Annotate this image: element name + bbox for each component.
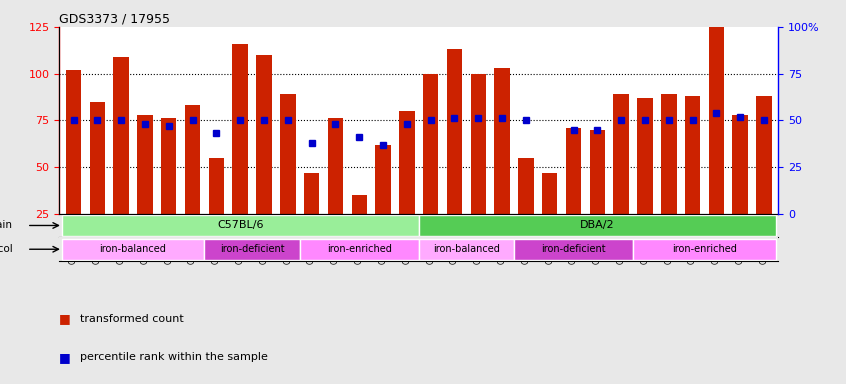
Bar	[637, 98, 653, 260]
Text: iron-deficient: iron-deficient	[541, 244, 606, 254]
Bar	[233, 44, 248, 260]
Bar	[209, 157, 224, 260]
Bar	[399, 111, 415, 260]
Bar	[633, 238, 776, 260]
Text: C57BL/6: C57BL/6	[217, 220, 263, 230]
Text: protocol: protocol	[0, 244, 13, 254]
Text: iron-enriched: iron-enriched	[672, 244, 737, 254]
Bar	[756, 96, 772, 260]
Bar	[419, 238, 514, 260]
Bar	[205, 238, 299, 260]
Bar	[613, 94, 629, 260]
Bar	[184, 105, 201, 260]
Bar	[542, 172, 558, 260]
Text: iron-balanced: iron-balanced	[433, 244, 500, 254]
Bar	[62, 215, 419, 236]
Bar	[566, 128, 581, 260]
Bar	[661, 94, 677, 260]
Bar	[299, 238, 419, 260]
Text: iron-deficient: iron-deficient	[220, 244, 284, 254]
Text: DBA/2: DBA/2	[580, 220, 615, 230]
Bar	[494, 68, 510, 260]
Text: iron-enriched: iron-enriched	[327, 244, 392, 254]
Bar	[376, 144, 391, 260]
Text: strain: strain	[0, 220, 13, 230]
Bar	[733, 115, 748, 260]
Bar	[327, 118, 343, 260]
Bar	[62, 238, 205, 260]
Bar	[137, 115, 152, 260]
Text: percentile rank within the sample: percentile rank within the sample	[80, 352, 268, 362]
Text: ■: ■	[59, 312, 71, 325]
Bar	[685, 96, 700, 260]
Bar	[519, 157, 534, 260]
Bar	[304, 172, 319, 260]
Bar	[161, 118, 177, 260]
Text: iron-balanced: iron-balanced	[100, 244, 167, 254]
Bar	[709, 25, 724, 260]
Text: ■: ■	[59, 351, 71, 364]
Text: GDS3373 / 17955: GDS3373 / 17955	[59, 13, 170, 26]
Bar	[470, 74, 486, 260]
Bar	[280, 94, 295, 260]
Bar	[351, 195, 367, 260]
Bar	[514, 238, 633, 260]
Bar	[113, 57, 129, 260]
Bar	[256, 55, 272, 260]
Text: transformed count: transformed count	[80, 314, 184, 324]
Bar	[90, 101, 105, 260]
Bar	[423, 74, 438, 260]
Bar	[590, 129, 605, 260]
Bar	[419, 215, 776, 236]
Bar	[66, 70, 81, 260]
Bar	[447, 49, 462, 260]
